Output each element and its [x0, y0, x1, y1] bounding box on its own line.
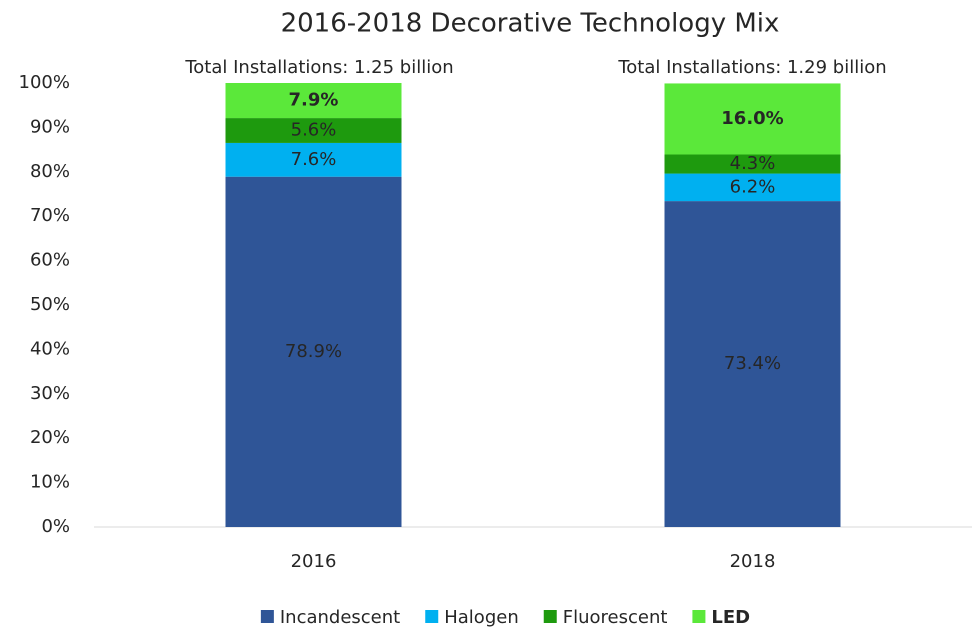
bar-segment — [225, 118, 402, 143]
legend-label: Fluorescent — [563, 607, 668, 628]
legend-swatch — [692, 610, 706, 623]
legend-swatch — [260, 610, 274, 623]
legend-label: LED — [711, 607, 750, 628]
x-tick-label: 2016 — [291, 551, 337, 572]
annotation: Total Installations: 1.29 billion — [617, 57, 886, 78]
bar-segment — [225, 83, 402, 119]
bar-segment — [664, 201, 841, 527]
y-tick-label: 60% — [30, 250, 70, 271]
data-label: 7.6% — [291, 149, 337, 170]
data-label: 7.9% — [289, 90, 339, 111]
bar-segment — [225, 176, 402, 527]
bar-segment — [225, 142, 402, 177]
data-label: 4.3% — [730, 153, 776, 174]
chart-title: 2016-2018 Decorative Technology Mix — [281, 9, 780, 39]
x-tick-label: 2018 — [730, 551, 776, 572]
y-tick-label: 70% — [30, 205, 70, 226]
legend-swatch — [425, 610, 439, 623]
bar-segment — [664, 83, 841, 155]
y-tick-label: 0% — [41, 516, 70, 537]
data-label: 5.6% — [291, 120, 337, 141]
data-label: 16.0% — [721, 108, 783, 129]
data-label: 6.2% — [730, 176, 776, 197]
bar-segment — [664, 154, 841, 174]
y-tick-label: 100% — [19, 72, 70, 93]
legend-swatch — [543, 610, 557, 623]
bar-segment — [664, 173, 841, 202]
y-tick-label: 20% — [30, 427, 70, 448]
y-tick-label: 80% — [30, 161, 70, 182]
legend-label: Incandescent — [280, 607, 400, 628]
data-label: 78.9% — [285, 341, 342, 362]
legend-label: Halogen — [444, 607, 519, 628]
annotation: Total Installations: 1.25 billion — [184, 57, 453, 78]
y-tick-label: 50% — [30, 294, 70, 315]
y-tick-label: 90% — [30, 116, 70, 137]
y-tick-label: 30% — [30, 383, 70, 404]
y-tick-label: 40% — [30, 338, 70, 359]
y-tick-label: 10% — [30, 472, 70, 493]
data-label: 73.4% — [724, 353, 781, 374]
